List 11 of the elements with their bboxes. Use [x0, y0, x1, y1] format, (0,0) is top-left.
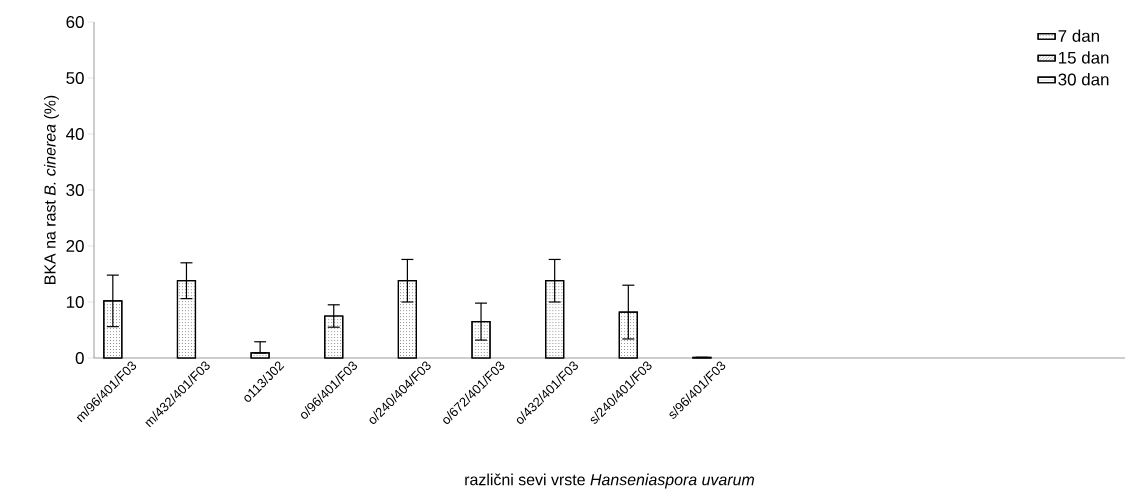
legend-label: 15 dan: [1059, 51, 1109, 64]
legend-label: 7 dan: [1058, 29, 1099, 42]
x-axis-title: različni sevi vrste Hanseniaspora uvarum: [465, 473, 754, 489]
y-tick-label: 60: [66, 16, 84, 28]
y-tick-label: 20: [66, 240, 84, 252]
y-tick-label: 50: [66, 72, 84, 84]
y-tick-label: 30: [66, 184, 84, 196]
legend-label: 30 dan: [1058, 73, 1109, 86]
y-axis-title: BKA na rast B. cinerea (%): [43, 95, 59, 284]
y-tick-label: 10: [66, 296, 84, 308]
y-tick-label: 40: [66, 128, 84, 140]
